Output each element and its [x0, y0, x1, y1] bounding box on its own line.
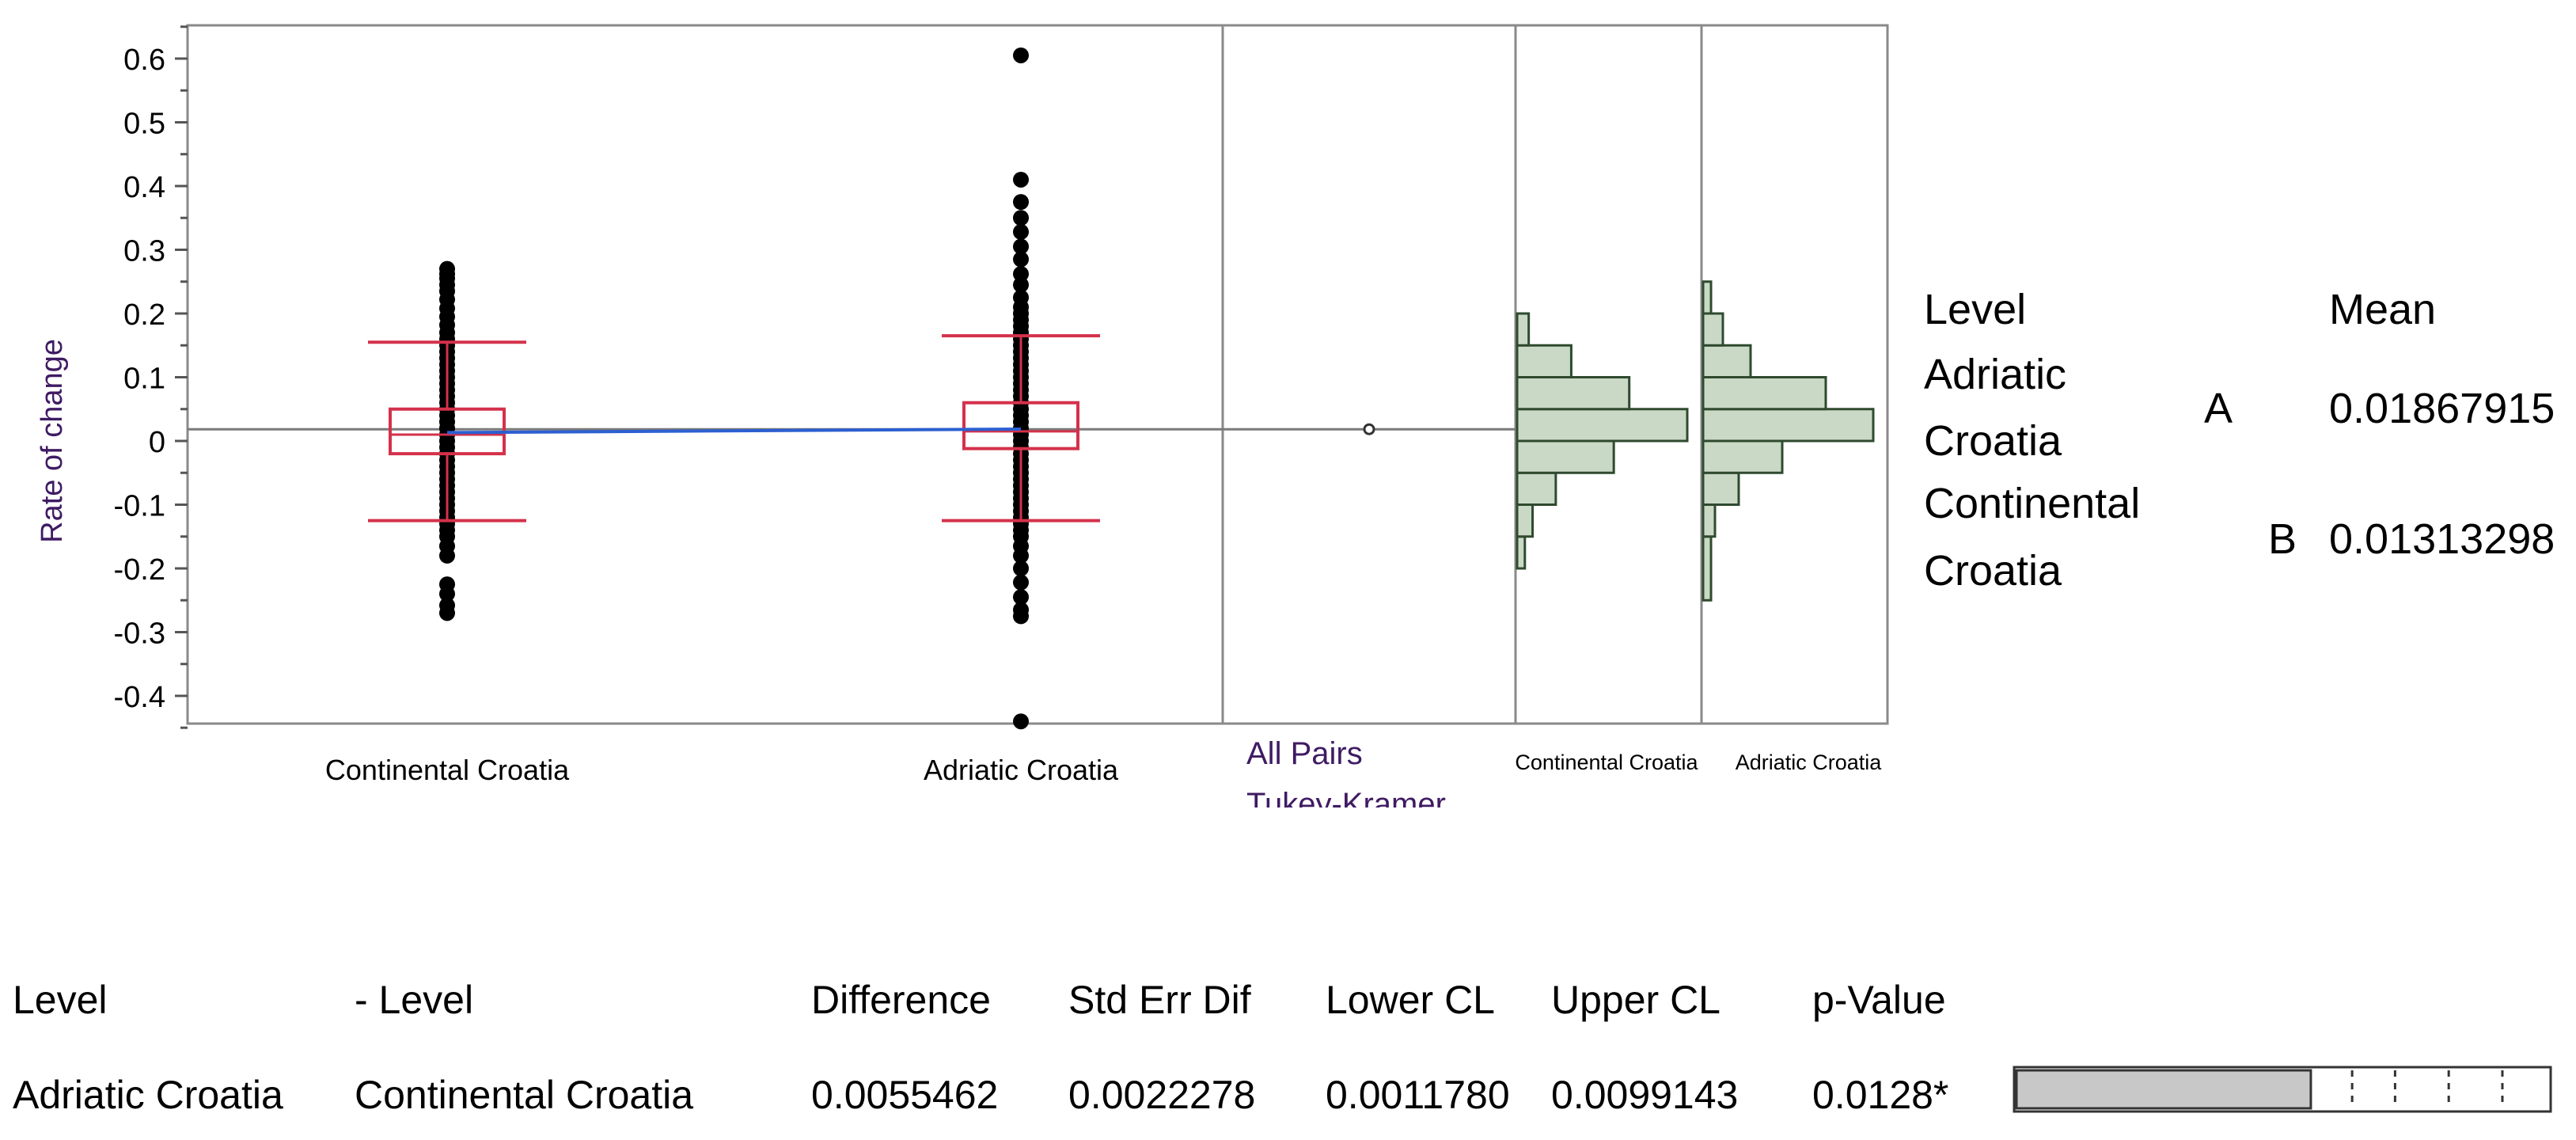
- y-axis-label: Rate of change: [36, 339, 69, 543]
- letters-row-level-line2: Croatia: [1924, 417, 2062, 465]
- cell-std-err-dif: 0.0022278: [1068, 1073, 1256, 1117]
- group-0: Continental Croatia: [325, 260, 570, 786]
- group-1: Adriatic Croatia: [924, 47, 1119, 786]
- data-point: [1013, 223, 1029, 240]
- histogram-1: Adriatic Croatia: [1702, 280, 1883, 774]
- histogram-bar: [1702, 439, 1784, 474]
- comparison-circle: [1363, 423, 1375, 435]
- y-tick-label: 0.6: [123, 44, 165, 77]
- letters-row-mean: 0.01867915: [2329, 385, 2555, 432]
- histogram-bar: [1516, 535, 1527, 570]
- x-category-label: Continental Croatia: [325, 754, 570, 786]
- data-point: [439, 586, 455, 602]
- data-point: [439, 605, 455, 621]
- table-header-std-err-dif: Std Err Dif: [1068, 978, 1251, 1022]
- letters-header-mean: Mean: [2329, 286, 2437, 333]
- quantile-box: [962, 401, 1079, 450]
- comparison-label-line: Tukey-Kramer: [1246, 787, 1446, 808]
- histogram-bar: [1702, 344, 1752, 378]
- y-tick-label: -0.3: [114, 618, 165, 651]
- histogram-bar: [1702, 535, 1713, 602]
- letters-row-mean: 0.01313298: [2329, 515, 2555, 563]
- table-header-p-value: p-Value: [1812, 978, 1946, 1022]
- histogram-bar: [1516, 471, 1557, 506]
- data-point: [1013, 194, 1029, 211]
- histogram-bar: [1516, 376, 1631, 411]
- data-point: [1013, 47, 1029, 63]
- cell-difference: 0.0055462: [811, 1073, 999, 1117]
- histogram-bar: [1702, 280, 1713, 315]
- histogram-bar: [1702, 312, 1724, 347]
- cell-p-value: 0.0128*: [1812, 1073, 1949, 1117]
- data-point: [1013, 547, 1029, 564]
- comparison-label-line: All Pairs: [1246, 736, 1363, 771]
- plot-frame: [186, 24, 1889, 725]
- table-header-level: Level: [13, 978, 108, 1022]
- p-value-bar-frame: [2013, 1066, 2552, 1113]
- y-tick-label: 0.1: [123, 363, 165, 396]
- histogram-bar: [1702, 471, 1740, 506]
- x-category-label: Adriatic Croatia: [924, 754, 1119, 786]
- y-tick-label: -0.4: [114, 681, 165, 714]
- histogram-bar: [1702, 504, 1717, 538]
- histogram-bar: [1702, 408, 1875, 443]
- letters-header-level: Level: [1924, 286, 2027, 333]
- y-tick-label: 0.3: [123, 235, 165, 268]
- histogram-0: Continental Croatia: [1515, 312, 1699, 774]
- histogram-bar: [1516, 344, 1573, 378]
- table-header-lower-cl: Lower CL: [1326, 978, 1495, 1022]
- y-tick-label: -0.1: [114, 490, 165, 523]
- mean-connect-line: [446, 427, 1022, 435]
- letters-row-level-line1: Adriatic: [1924, 351, 2067, 398]
- data-point: [1013, 560, 1029, 576]
- data-point: [1013, 238, 1029, 255]
- table-header-minus-level: - Level: [355, 978, 474, 1022]
- data-point: [1013, 574, 1029, 591]
- data-point: [439, 547, 455, 564]
- letters-row-level-line1: Continental: [1924, 480, 2141, 527]
- letters-row-letter: B: [2268, 515, 2297, 563]
- histogram-bar: [1516, 408, 1689, 443]
- y-tick-label: 0.4: [123, 171, 165, 204]
- cell-lower-cl: 0.0011780: [1326, 1073, 1510, 1117]
- histogram-bar: [1516, 312, 1531, 347]
- data-point: [1013, 589, 1029, 606]
- oneway-chart: 0.6 0.5 0.4 0.3 0.2 0.1 0 -0.1 -0.2 -0.3 -0.4 Rate …: [36, 24, 1889, 808]
- histogram-label: Adriatic Croatia: [1736, 750, 1883, 774]
- table-header-upper-cl: Upper CL: [1551, 978, 1720, 1022]
- histogram-bar: [1516, 504, 1535, 538]
- data-point: [1013, 171, 1029, 188]
- data-point: [1013, 276, 1029, 293]
- cell-minus-level: Continental Croatia: [355, 1073, 694, 1117]
- data-point: [1013, 251, 1029, 268]
- table-header-difference: Difference: [811, 978, 991, 1022]
- y-tick-label: -0.2: [114, 553, 165, 587]
- data-point: [1013, 713, 1029, 730]
- histogram-bar: [1702, 376, 1827, 411]
- cell-upper-cl: 0.0099143: [1551, 1073, 1739, 1117]
- p-value-bar-fill: [2015, 1069, 2312, 1110]
- y-tick-label: 0.5: [123, 108, 165, 141]
- y-tick-label: 0.2: [123, 298, 165, 332]
- letters-row-level-line2: Croatia: [1924, 547, 2062, 595]
- data-point: [1013, 608, 1029, 625]
- data-point: [1013, 266, 1029, 283]
- histogram-bar: [1516, 439, 1615, 474]
- histogram-label: Continental Croatia: [1515, 750, 1698, 774]
- cell-level: Adriatic Croatia: [13, 1073, 283, 1117]
- letters-row-letter: A: [2204, 385, 2233, 432]
- y-tick-label: 0: [149, 426, 165, 459]
- data-point: [1013, 210, 1029, 226]
